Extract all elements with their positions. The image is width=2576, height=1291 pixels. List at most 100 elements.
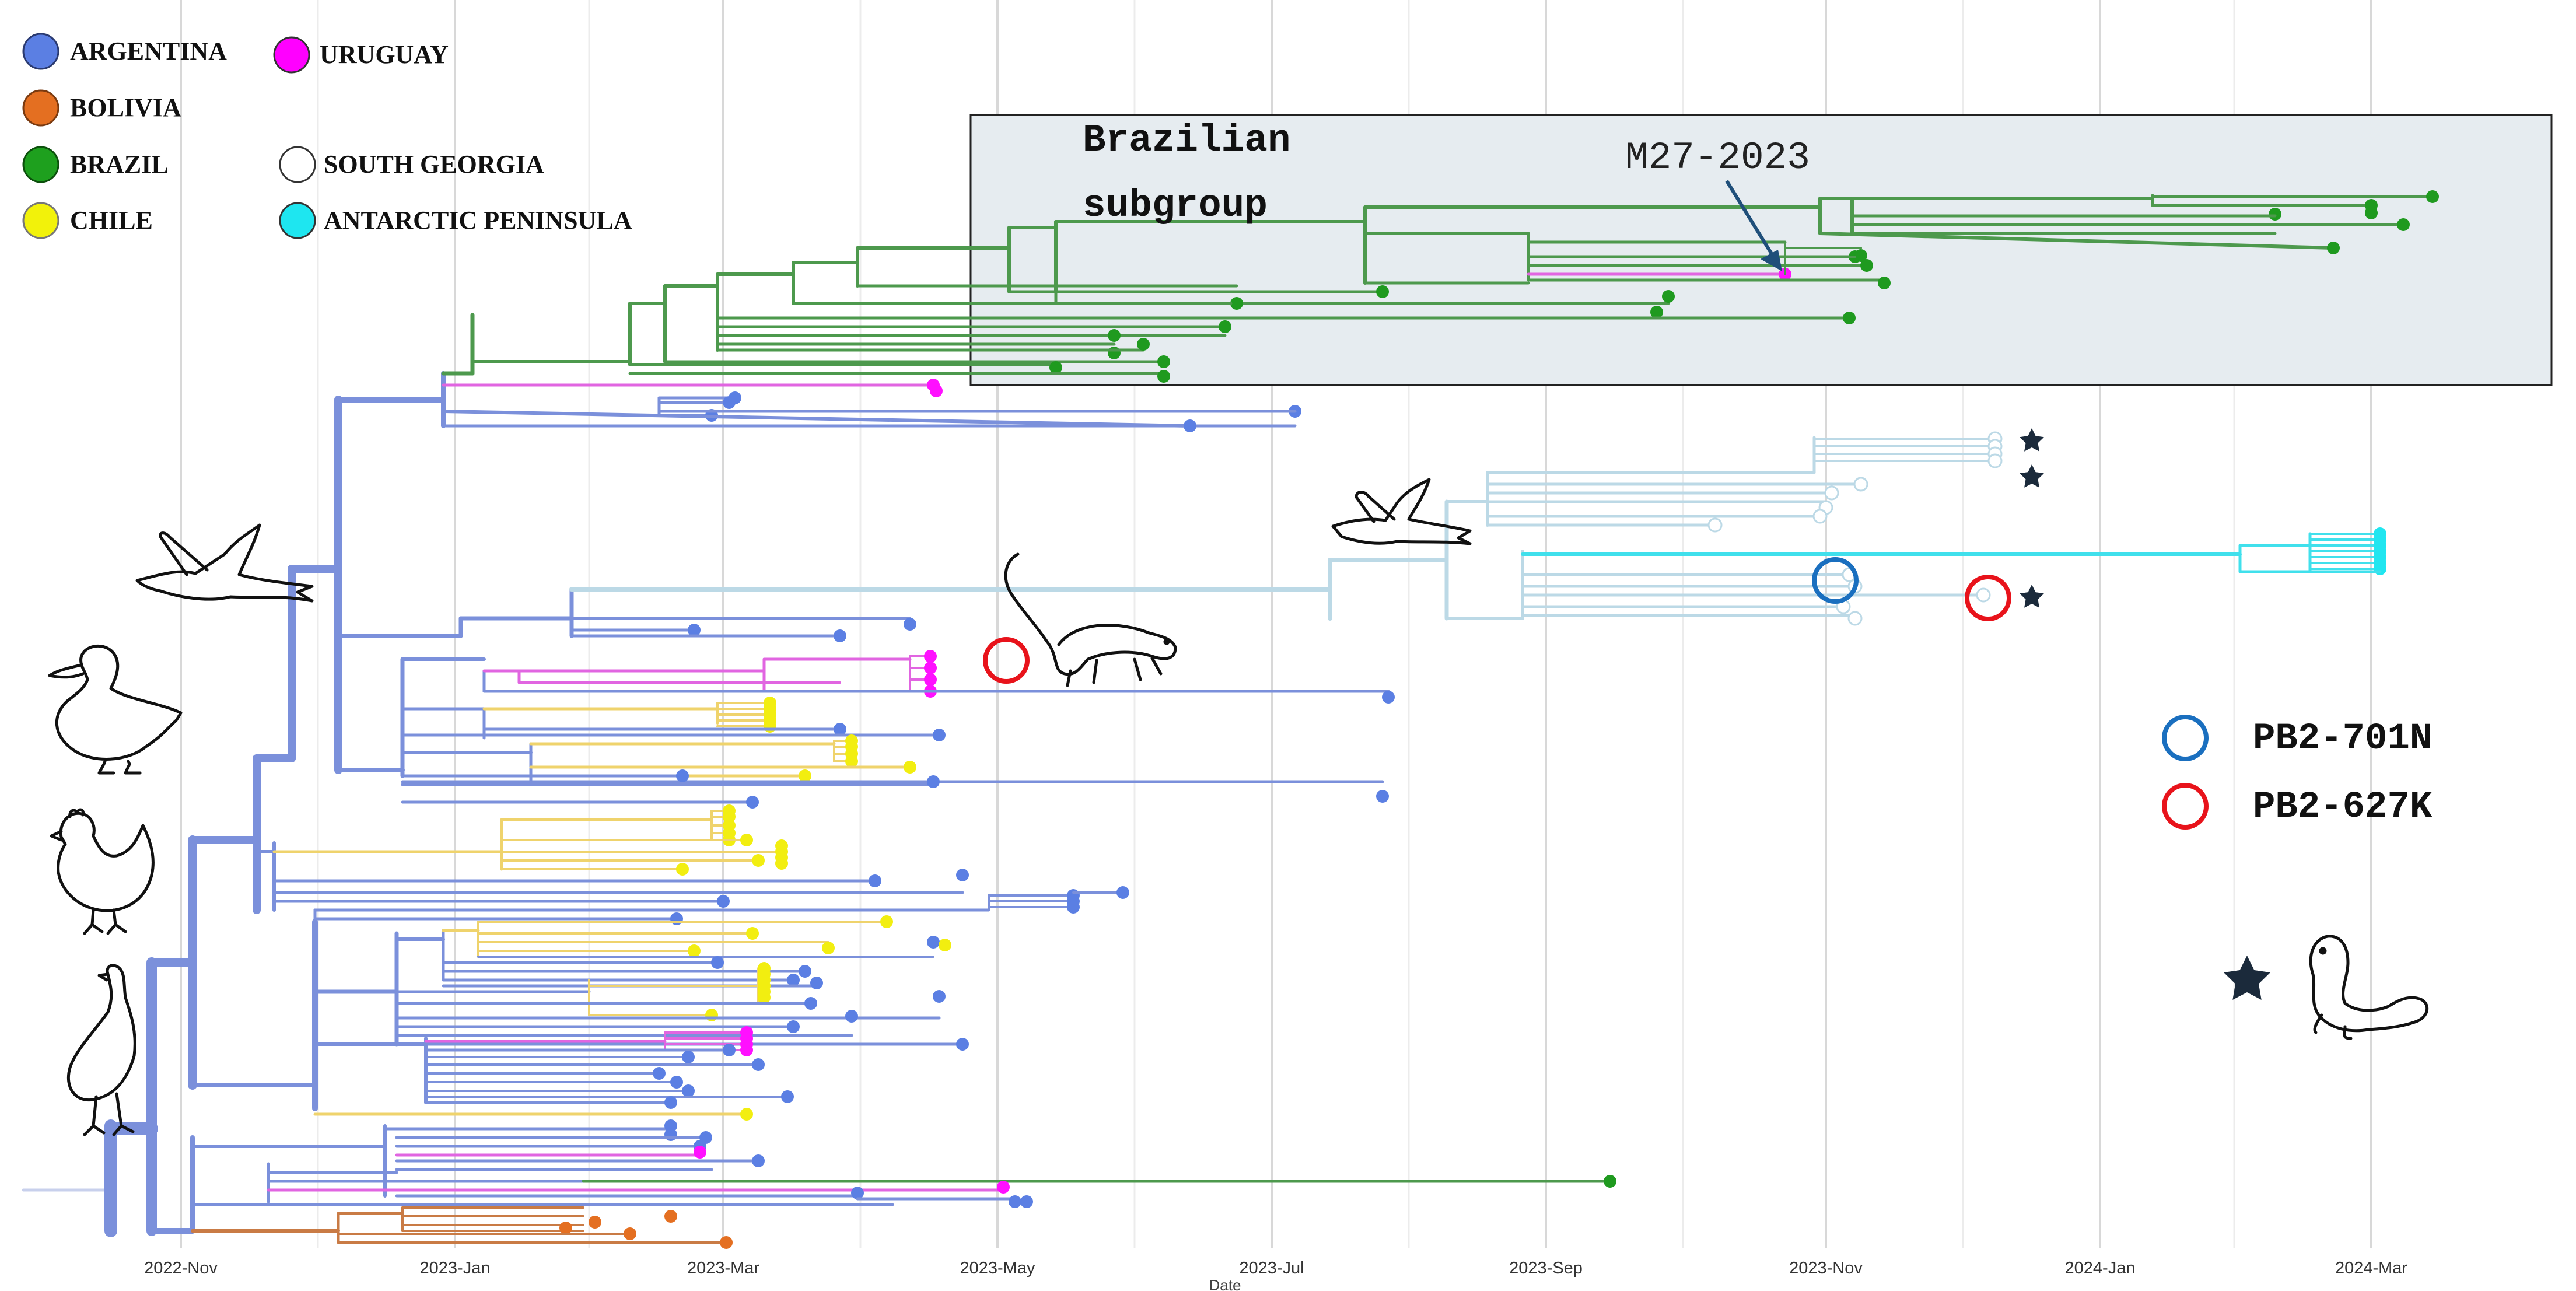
tree-tip (787, 1020, 800, 1033)
tree-tip (589, 1216, 601, 1229)
tree-tip (705, 1009, 718, 1021)
tree-tip (1116, 886, 1129, 899)
tree-tip (670, 912, 683, 925)
tree-tip (624, 1227, 636, 1240)
legend-item-argentina: ARGENTINA (22, 33, 227, 70)
subgroup-title: subgroup (1083, 184, 1268, 228)
tree-tip (933, 990, 946, 1003)
pb2-627k-marker (983, 637, 1030, 684)
tree-tip (1860, 259, 1873, 272)
tree-tip (1049, 361, 1062, 374)
legend-label: BOLIVIA (70, 93, 181, 122)
tree-tip (775, 857, 788, 870)
tree-tip (1824, 485, 1839, 501)
tree-tip (2269, 208, 2281, 221)
tree-tip (746, 927, 759, 940)
tree-tip (787, 974, 800, 986)
mutation-label: PB2-701N (2253, 718, 2432, 760)
tree-tip (1847, 611, 1863, 626)
tree-tip (2374, 562, 2386, 575)
star-icon (2020, 428, 2044, 452)
time-axis: 2022-Nov 2023-Jan 2023-Mar 2023-May 2023-Jul… (144, 1259, 2407, 1278)
tree-tip (664, 1210, 677, 1223)
tree-tip (880, 915, 893, 928)
tree-tip (764, 720, 776, 733)
otter-icon (1004, 552, 1177, 687)
tree-tip (740, 834, 753, 846)
axis-tick-label: 2022-Nov (144, 1259, 218, 1278)
skua-icon (1331, 478, 1472, 545)
tree-tip (1987, 453, 2003, 468)
tree-tip (720, 1236, 733, 1249)
legend-item-antarctic-peninsula: ANTARCTIC PENINSULA (279, 202, 632, 239)
strain-arrow (1725, 180, 1782, 271)
strain-label: M27-2023 (1625, 136, 1810, 180)
tree-tip (1854, 249, 1867, 262)
legend-item-bolivia: BOLIVIA (22, 89, 181, 127)
axis-tick-label: 2023-Jul (1239, 1259, 1304, 1278)
tree-tip (1067, 901, 1080, 914)
tree-tip (2327, 242, 2340, 254)
tree-tip (1230, 297, 1243, 310)
tree-tip (1604, 1175, 1616, 1188)
tree-tip (810, 977, 823, 989)
tree-tip (670, 1076, 683, 1089)
mutation-label: PB2-627K (2253, 786, 2432, 828)
axis-tick-label: 2023-Nov (1789, 1259, 1863, 1278)
axis-title: Date (1209, 1276, 1241, 1291)
mutation-legend: PB2-701N PB2-627K (2162, 715, 2432, 830)
tree-tip (956, 869, 969, 881)
legend-item-uruguay: URUGUAY (273, 36, 449, 74)
tree-tip (927, 775, 940, 788)
tree-tip (688, 624, 701, 636)
tree-tip (1184, 419, 1196, 432)
tree-tip (956, 1038, 969, 1051)
star-icon (2224, 956, 2270, 1000)
tree-tip (799, 769, 811, 782)
tree-tip (740, 1044, 753, 1056)
axis-tick-label: 2023-Sep (1509, 1259, 1583, 1278)
tree-tip (682, 1084, 695, 1097)
tree-tip (1650, 306, 1663, 319)
tree-tip (1376, 285, 1389, 298)
tree-tip (822, 942, 835, 954)
tree-tip (845, 755, 858, 768)
tree-tip (1878, 277, 1891, 289)
tree-tip (904, 618, 916, 631)
duck-icon (48, 644, 183, 775)
tree-tip (933, 729, 946, 741)
legend-item-chile: CHILE (22, 202, 153, 239)
tree-tip (1976, 587, 1991, 603)
axis-tick-label: 2024-Jan (2065, 1259, 2136, 1278)
tree-tip (1137, 338, 1150, 351)
tree-tip (723, 1044, 736, 1056)
rhea-icon (66, 964, 136, 1136)
chicken-icon (50, 808, 155, 935)
tree-tip (1376, 790, 1389, 803)
star-icon (2020, 585, 2044, 608)
tree-tip (834, 723, 846, 736)
tree-tip (694, 1146, 706, 1159)
axis-tick-label: 2023-May (960, 1259, 1035, 1278)
tree-tip (924, 650, 937, 663)
seal-stars (2020, 428, 2270, 1000)
tree-tip (717, 895, 730, 908)
tree-tip (1853, 477, 1868, 492)
tree-tip (1157, 355, 1170, 368)
seal-icon (2309, 935, 2429, 1040)
star-icon (2020, 464, 2044, 488)
legend-label: SOUTH GEORGIA (324, 150, 544, 179)
tree-tip (781, 1090, 794, 1103)
legend-label: URUGUAY (320, 40, 449, 69)
tree-tip (752, 1154, 765, 1167)
tree-tip (682, 1051, 695, 1063)
tree-tip (664, 1096, 677, 1109)
tree-tip (1108, 329, 1121, 342)
tree-tip (1219, 320, 1231, 333)
phylogenetic-tree (22, 190, 2439, 1249)
tree-tip (676, 863, 689, 876)
tree-tip (1009, 1195, 1021, 1208)
brazilian-subgroup-box (970, 114, 2553, 386)
tree-tip (851, 1187, 864, 1199)
